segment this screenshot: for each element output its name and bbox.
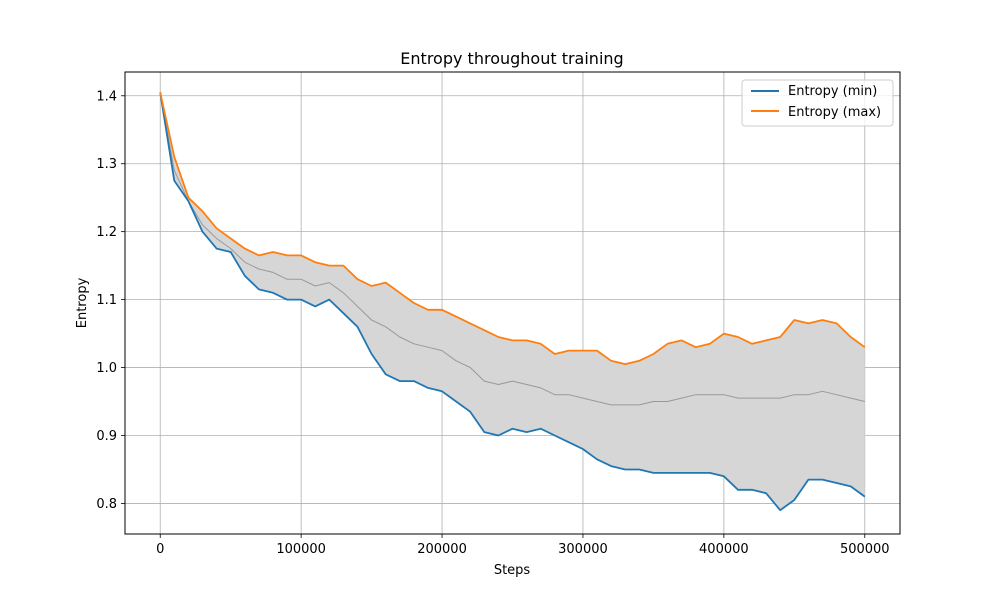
series-line-entropy-max [159, 92, 866, 366]
series-line-entropy-min [159, 92, 866, 512]
series-line-mean [159, 92, 865, 406]
plot-frame [124, 71, 901, 535]
min-max-fill-area [160, 92, 865, 511]
y-tick-label: 1.2 [96, 225, 117, 240]
y-axis-label: Entropy [75, 277, 90, 328]
min-max-band [160, 92, 865, 511]
y-tick-label: 1.4 [96, 89, 117, 104]
y-tick-label: 0.8 [96, 497, 117, 512]
legend-box [741, 79, 894, 127]
legend-label-min: Entropy (min) [788, 84, 877, 99]
x-tick-label: 0 [156, 542, 164, 557]
y-tick-label: 1.1 [96, 293, 117, 308]
series-lines [159, 92, 866, 512]
axis-ticks: 0 100000 200000 300000 400000 500000 0.8 0.9 1.0… [96, 89, 889, 557]
x-tick-label: 100000 [276, 542, 326, 557]
chart-title: Entropy throughout training [400, 49, 623, 68]
legend-label-max: Entropy (max) [788, 105, 881, 120]
y-tick-label: 1.0 [96, 361, 117, 376]
x-tick-label: 300000 [558, 542, 608, 557]
legend: Entropy (min) Entropy (max) [741, 79, 894, 127]
grid [125, 72, 900, 534]
y-tick-label: 1.3 [96, 157, 117, 172]
x-tick-label: 500000 [840, 542, 890, 557]
x-tick-label: 400000 [699, 542, 749, 557]
x-axis-label: Steps [494, 563, 531, 578]
x-tick-label: 200000 [417, 542, 467, 557]
y-tick-label: 0.9 [96, 429, 117, 444]
